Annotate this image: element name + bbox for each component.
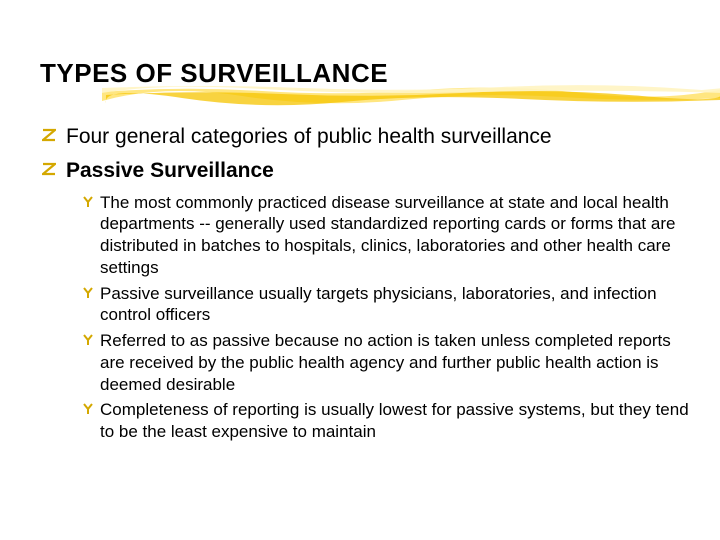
z-bullet-icon [42, 162, 56, 181]
slide-container: TYPES OF SURVEILLANCE Four general categ… [0, 0, 720, 540]
level2-bullet-text: Passive surveillance usually targets phy… [100, 283, 690, 327]
level2-bullet: Completeness of reporting is usually low… [40, 399, 690, 443]
level2-bullet-text: The most commonly practiced disease surv… [100, 192, 690, 279]
slide-title: TYPES OF SURVEILLANCE [40, 58, 690, 89]
y-bullet-icon [82, 333, 94, 351]
level1-bullet-text: Passive Surveillance [66, 157, 274, 185]
level1-bullet: Passive Surveillance [40, 157, 690, 185]
level2-bullet: Passive surveillance usually targets phy… [40, 283, 690, 327]
level2-bullet-text: Completeness of reporting is usually low… [100, 399, 690, 443]
y-bullet-icon [82, 195, 94, 213]
level1-bullet: Four general categories of public health… [40, 123, 690, 151]
y-bullet-icon [82, 402, 94, 420]
title-block: TYPES OF SURVEILLANCE [40, 58, 690, 89]
level2-bullet-text: Referred to as passive because no action… [100, 330, 690, 395]
content-block: Four general categories of public health… [40, 123, 690, 443]
z-bullet-icon [42, 128, 56, 147]
level1-bullet-text: Four general categories of public health… [66, 123, 552, 151]
y-bullet-icon [82, 286, 94, 304]
level2-bullet: Referred to as passive because no action… [40, 330, 690, 395]
level2-bullet: The most commonly practiced disease surv… [40, 192, 690, 279]
